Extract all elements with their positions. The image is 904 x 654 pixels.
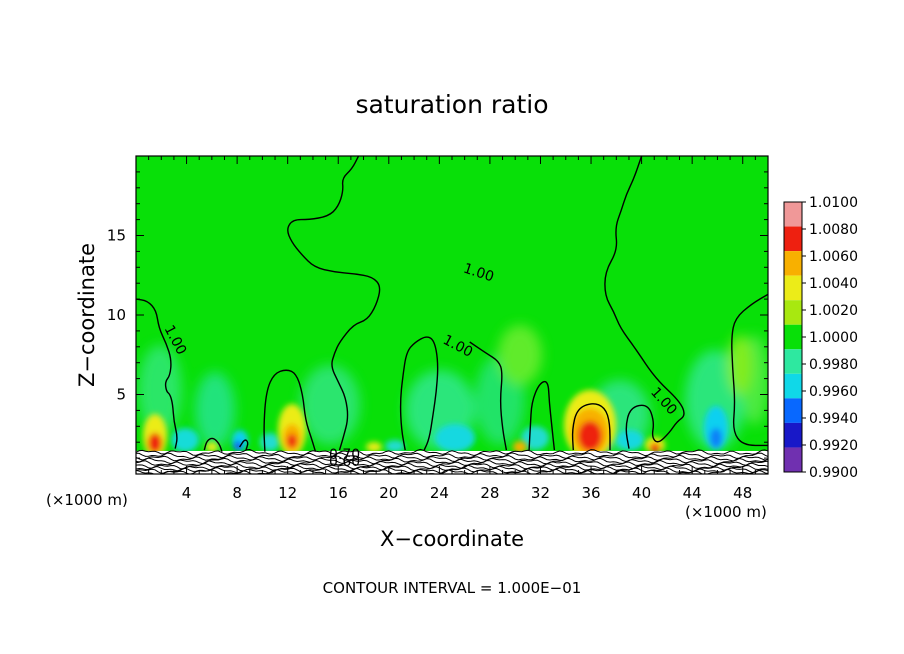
x-tick-label: 44 bbox=[683, 484, 702, 502]
x-axis-label: X−coordinate bbox=[380, 527, 524, 551]
contour-interval-label: CONTOUR INTERVAL = 1.000E−01 bbox=[323, 579, 582, 597]
surface-contour bbox=[136, 452, 768, 459]
x-tick-label: 8 bbox=[232, 484, 242, 502]
chart-title: saturation ratio bbox=[355, 90, 548, 119]
contour-label: 0.60 bbox=[329, 454, 360, 470]
colorbar: 1.0100 1.0080 1.0060 1.0040 1.0020 1.0000 0.99… bbox=[783, 195, 858, 481]
colorbar-swatch bbox=[784, 398, 802, 423]
x-tick-label: 4 bbox=[182, 484, 192, 502]
colorbar-swatch bbox=[784, 349, 802, 374]
plume-hotspots bbox=[143, 390, 665, 460]
colorbar-level-label: 1.0040 bbox=[809, 276, 858, 292]
contour-lines bbox=[136, 156, 768, 452]
x-tick-label: 40 bbox=[632, 484, 651, 502]
contour-1-00 bbox=[287, 156, 381, 451]
colorbar-level-label: 0.9900 bbox=[809, 465, 858, 481]
colorbar-swatch bbox=[784, 447, 802, 472]
colorbar-level-label: 0.9960 bbox=[809, 384, 858, 400]
x-tick-label: 36 bbox=[581, 484, 600, 502]
colorbar-level-label: 0.9980 bbox=[809, 357, 858, 373]
colorbar-swatch bbox=[784, 202, 802, 227]
y-tick-label: 5 bbox=[116, 386, 126, 404]
surface-layer bbox=[136, 448, 768, 474]
field-shading-cyan bbox=[171, 406, 728, 452]
colorbar-level-label: 1.0000 bbox=[809, 330, 858, 346]
surface-contour bbox=[136, 462, 768, 470]
x-tick-label: 16 bbox=[329, 484, 348, 502]
contour-1-00 bbox=[469, 341, 508, 451]
colorbar-swatch bbox=[784, 251, 802, 276]
x-tick-label: 12 bbox=[278, 484, 297, 502]
colorbar-swatch bbox=[784, 324, 802, 350]
contour-1-00 bbox=[239, 439, 249, 451]
colorbar-level-label: 1.0060 bbox=[809, 249, 858, 265]
contour-1-00 bbox=[731, 293, 768, 447]
contour-1-00 bbox=[136, 298, 178, 449]
contour-1-00 bbox=[571, 403, 611, 451]
y-tick-label: 10 bbox=[107, 306, 126, 324]
contour-1-00 bbox=[399, 336, 439, 451]
colorbar-level-label: 1.0100 bbox=[809, 195, 858, 211]
colorbar-level-label: 1.0080 bbox=[809, 222, 858, 238]
x-tick-label: 48 bbox=[733, 484, 752, 502]
colorbar-swatch bbox=[784, 226, 802, 252]
colorbar-level-label: 0.9940 bbox=[809, 411, 858, 427]
plot-area bbox=[136, 156, 768, 474]
colorbar-level-label: 1.0020 bbox=[809, 303, 858, 319]
x-unit-left: (×1000 m) bbox=[46, 491, 128, 509]
surface-contour bbox=[136, 448, 768, 457]
y-axis: 5 10 15 bbox=[107, 171, 768, 459]
y-tick-label: 15 bbox=[107, 227, 126, 245]
contour-1-00 bbox=[528, 380, 556, 451]
x-axis: 4 8 12 16 20 24 28 32 36 40 44 48 bbox=[148, 156, 756, 502]
colorbar-swatch bbox=[784, 300, 802, 325]
surface-contour bbox=[136, 467, 768, 474]
colorbar-swatch bbox=[784, 422, 802, 448]
contour-1-00 bbox=[203, 437, 223, 452]
x-tick-label: 24 bbox=[430, 484, 449, 502]
y-axis-label: Z−coordinate bbox=[75, 243, 99, 387]
x-tick-label: 28 bbox=[480, 484, 499, 502]
x-tick-label: 32 bbox=[531, 484, 550, 502]
contour-label: 0.70 bbox=[329, 447, 360, 463]
contour-1-00 bbox=[263, 369, 317, 452]
contour-1-00 bbox=[604, 156, 685, 449]
colorbar-swatch bbox=[784, 373, 802, 399]
surface-contour bbox=[136, 459, 768, 468]
x-tick-label: 20 bbox=[379, 484, 398, 502]
colorbar-swatch bbox=[784, 275, 802, 301]
x-unit-right: (×1000 m) bbox=[685, 503, 767, 521]
colorbar-level-label: 0.9920 bbox=[809, 438, 858, 454]
